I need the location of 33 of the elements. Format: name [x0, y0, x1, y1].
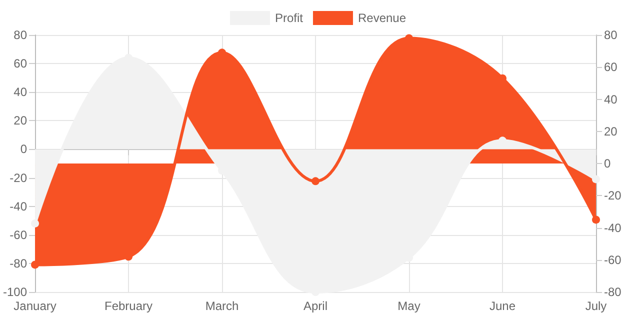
y-tick-label: 60: [14, 56, 28, 71]
y2-tick-label: 60: [604, 60, 618, 74]
point: [592, 175, 600, 184]
y-tick-label: -40: [10, 199, 28, 214]
y-tick-label: 20: [14, 114, 28, 128]
y-tick-label: -60: [10, 228, 28, 242]
y-tick-label: -80: [10, 256, 28, 270]
y2-tick-label: 0: [604, 156, 611, 170]
legend-label: Profit: [274, 11, 304, 25]
x-tick-label: January: [14, 299, 56, 313]
y-tick-label: -20: [10, 170, 28, 185]
y2-tick-label: -60: [604, 252, 622, 267]
point: [592, 216, 600, 224]
y-tick-label: 0: [20, 142, 28, 156]
legend-label: Revenue: [358, 11, 406, 25]
x-tick-label: April: [304, 299, 328, 313]
y2-tick-label: -20: [604, 188, 622, 203]
y-tick-label: 80: [14, 28, 28, 42]
y2-tick-label: 40: [604, 92, 618, 106]
y2-tick-label: -80: [604, 285, 622, 299]
x-tick-label: March: [205, 299, 239, 313]
x-tick-label: May: [398, 299, 420, 313]
x-tick-label: February: [104, 299, 153, 313]
y-tick-label: 40: [14, 85, 28, 100]
y2-tick-label: 80: [604, 28, 618, 42]
point: [31, 260, 40, 269]
x-tick-label: June: [489, 299, 516, 313]
y-tick-label: -100: [2, 285, 28, 299]
y2-tick-label: -40: [604, 220, 622, 235]
y2-tick-label: 20: [604, 124, 618, 138]
point: [31, 219, 40, 228]
x-tick-label: July: [585, 299, 607, 313]
point: [312, 177, 320, 186]
